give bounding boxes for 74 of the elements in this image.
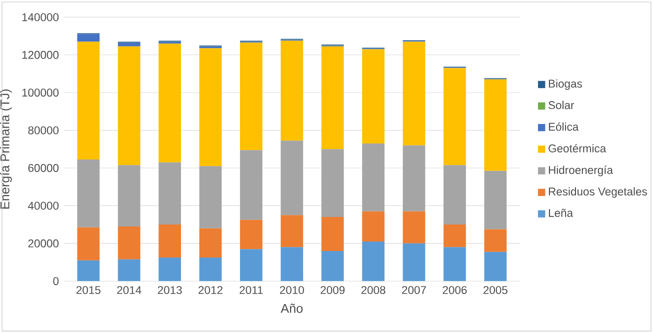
bar [240,150,262,220]
x-tick-label: 2008 [361,286,386,294]
y-tick-label: 120000 [22,50,59,59]
bar [158,162,181,225]
bar [362,211,385,242]
bar [321,216,344,251]
bar [444,165,466,225]
legend-label: Geotérmica [548,144,606,152]
x-tick-label: 2010 [280,286,304,294]
bar [240,249,262,282]
bar [77,34,100,42]
bar [199,228,222,258]
x-tick-label: 2009 [320,286,345,294]
y-tick-label: 40000 [28,202,59,210]
bar [444,68,466,166]
y-tick-label: 140000 [22,13,59,22]
bar [402,243,426,282]
x-tick-label: 2013 [158,286,182,294]
bar [280,247,304,282]
legend-label: Residuos Vegetales [548,187,647,198]
bar [321,250,344,282]
bar [118,259,140,282]
x-axis-title: Año [280,304,303,313]
bar [280,215,304,248]
bar [402,145,426,212]
bar [118,165,140,226]
bar [280,140,304,216]
x-tick-label: 2012 [198,286,222,294]
bar [484,79,507,171]
x-tick-label: 2005 [483,286,508,294]
bar [158,44,181,162]
y-tick-label: 20000 [28,239,59,248]
bar [199,48,222,166]
y-tick-label: 80000 [28,126,59,134]
bar [118,226,140,260]
bar [321,149,344,217]
bar [280,40,304,141]
legend-label: Leña [548,208,574,217]
x-tick-label: 2011 [240,286,263,294]
bar [118,46,140,166]
bar [77,159,100,228]
bar [402,42,426,146]
y-tick-label: 60000 [28,164,59,172]
bar [240,220,262,250]
bar [484,170,507,230]
bar [240,42,262,150]
bar [118,42,140,46]
bar [321,46,344,150]
bar [484,252,507,282]
bar [362,49,385,144]
bar [77,227,100,260]
legend-label: Biogas [548,79,582,90]
bar [199,258,222,282]
y-tick-label: 100000 [22,88,59,97]
bar [484,229,507,252]
x-tick-label: 2015 [76,286,100,294]
bar [444,224,466,248]
y-tick-label: 0 [53,277,59,286]
bar [77,42,100,160]
bar [77,260,100,282]
bar [158,224,181,258]
bar [362,143,385,212]
y-axis-title: Energía Primaria (TJ) [0,89,12,209]
bar [444,247,466,282]
bar [199,166,222,228]
bar [158,258,181,282]
x-tick-label: 2006 [442,286,467,294]
legend-label: Solar [548,100,574,110]
bar [362,241,385,282]
x-tick-label: 2014 [117,286,142,294]
legend-label: Hidroenergía [548,166,614,176]
legend-label: Eólica [548,122,579,131]
x-tick-label: 2007 [402,286,426,294]
bar [402,211,426,244]
